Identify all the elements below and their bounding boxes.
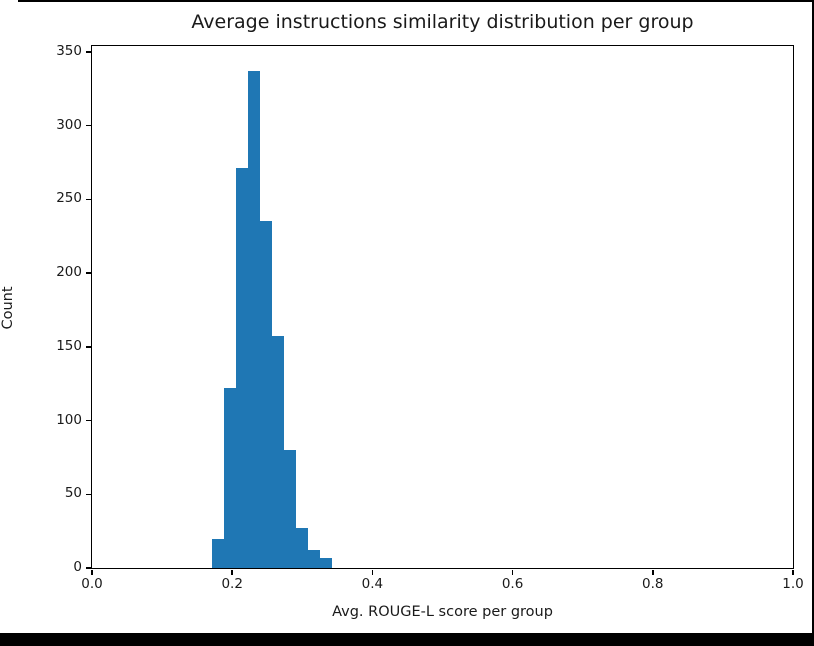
x-tick-label: 0.2 bbox=[221, 576, 243, 592]
x-tick-label: 0.4 bbox=[361, 576, 384, 592]
y-tick-label: 150 bbox=[56, 337, 82, 354]
y-tick-mark bbox=[85, 419, 91, 422]
x-tick-label: 0.0 bbox=[81, 576, 103, 592]
plot-area bbox=[92, 46, 793, 568]
y-tick-label: 300 bbox=[56, 116, 82, 133]
histogram-bar bbox=[224, 388, 237, 568]
histogram-bar bbox=[260, 221, 273, 568]
x-tick-label: 1.0 bbox=[782, 576, 804, 592]
x-tick-mark bbox=[371, 569, 374, 575]
chart-title: Average instructions similarity distribu… bbox=[191, 11, 694, 33]
histogram-bar bbox=[236, 168, 249, 568]
histogram-bar bbox=[296, 528, 309, 568]
frame-bottom-bar bbox=[0, 633, 814, 646]
histogram-bar bbox=[212, 538, 225, 568]
y-tick-mark bbox=[85, 493, 91, 496]
y-tick-mark bbox=[85, 346, 91, 348]
histogram-bar bbox=[308, 550, 321, 568]
y-tick-label: 100 bbox=[56, 411, 82, 428]
frame-right-border bbox=[812, 0, 814, 633]
x-tick-mark bbox=[792, 569, 794, 575]
x-tick-mark bbox=[91, 569, 93, 575]
x-tick-label: 0.6 bbox=[501, 576, 524, 592]
x-tick-mark bbox=[511, 569, 514, 575]
y-tick-label: 350 bbox=[56, 42, 82, 59]
histogram-bar bbox=[272, 336, 285, 568]
x-tick-label: 0.8 bbox=[642, 576, 664, 592]
y-tick-mark bbox=[85, 124, 91, 127]
y-tick-label: 200 bbox=[56, 264, 82, 281]
x-axis-label: Avg. ROUGE-L score per group bbox=[332, 604, 553, 620]
x-tick-mark bbox=[652, 569, 654, 575]
y-tick-mark bbox=[85, 51, 91, 53]
y-tick-mark bbox=[85, 567, 91, 569]
frame-top-border bbox=[18, 0, 814, 2]
y-tick-label: 0 bbox=[73, 559, 82, 575]
histogram-bar bbox=[284, 450, 297, 568]
x-tick-mark bbox=[231, 569, 233, 575]
y-tick-mark bbox=[85, 198, 91, 201]
y-tick-label: 250 bbox=[56, 190, 82, 207]
y-axis-label: Count bbox=[0, 286, 16, 330]
y-tick-mark bbox=[85, 272, 91, 274]
y-tick-label: 50 bbox=[64, 485, 82, 502]
histogram-bar bbox=[320, 557, 333, 568]
histogram-bar bbox=[248, 71, 261, 568]
